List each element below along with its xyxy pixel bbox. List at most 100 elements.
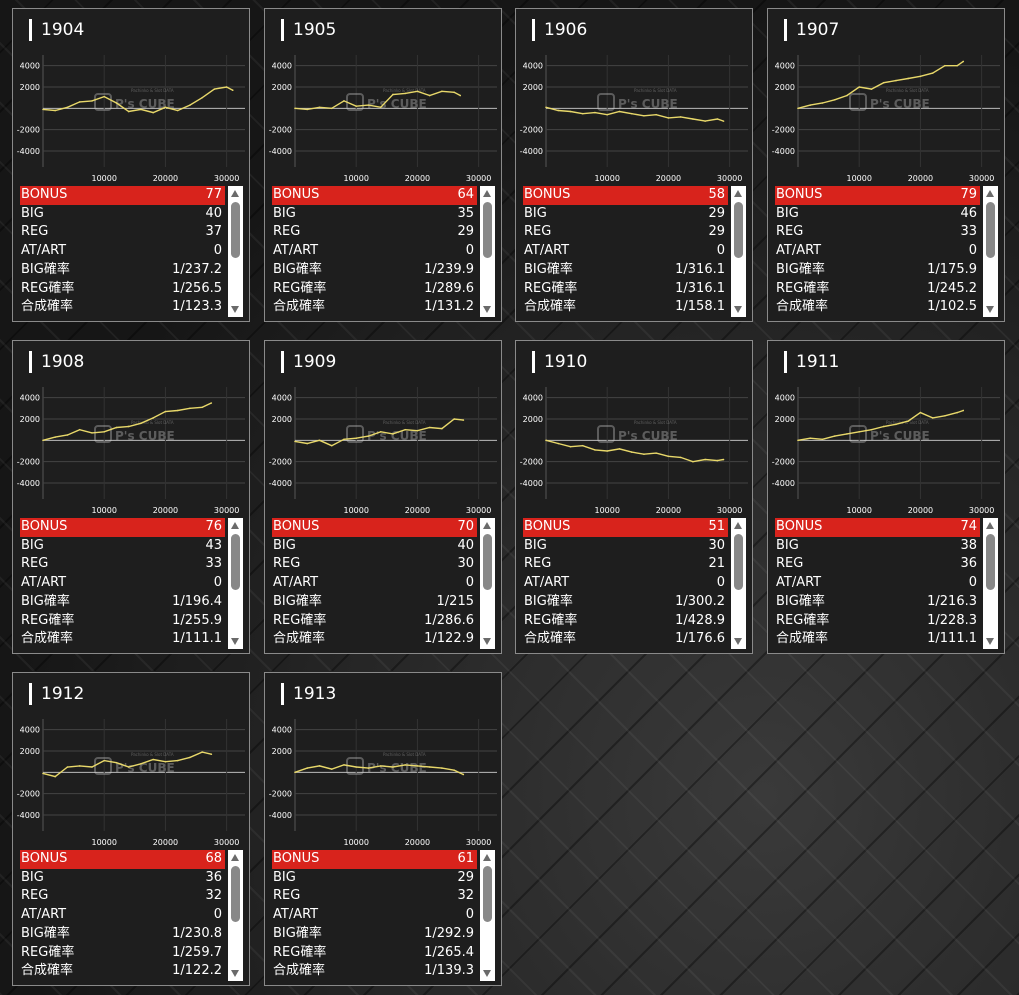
machine-card[interactable]: 1913 4000 2000 -2000 -4000 10000 20000 30000 P's… xyxy=(264,672,502,986)
machine-card[interactable]: 1911 4000 2000 -2000 -4000 10000 20000 30000 P's… xyxy=(767,340,1005,654)
data-point xyxy=(606,450,609,452)
scroll-up-arrow-icon[interactable] xyxy=(231,522,239,529)
stats-row-reg: REG 30 xyxy=(272,555,477,574)
watermark-tagline: Pachinko & Slot DATA xyxy=(131,420,174,425)
scroll-up-arrow-icon[interactable] xyxy=(734,190,742,197)
scroll-up-arrow-icon[interactable] xyxy=(231,854,239,861)
scrollbar[interactable] xyxy=(228,850,243,981)
stat-label: REG確率 xyxy=(21,944,75,960)
scrollbar-thumb[interactable] xyxy=(734,534,743,590)
stat-label: 合成確率 xyxy=(273,299,326,315)
data-point xyxy=(54,436,57,438)
scrollbar[interactable] xyxy=(983,186,998,317)
scroll-up-arrow-icon[interactable] xyxy=(483,190,491,197)
scroll-down-arrow-icon[interactable] xyxy=(483,638,491,645)
stats-row-at-art: AT/ART 0 xyxy=(775,574,980,593)
machine-card[interactable]: 1910 4000 2000 -2000 -4000 10000 20000 30000 P's… xyxy=(515,340,753,654)
x-tick-label: 30000 xyxy=(214,838,239,847)
scroll-up-arrow-icon[interactable] xyxy=(483,854,491,861)
scrollbar[interactable] xyxy=(228,186,243,317)
stat-label: BIG確率 xyxy=(776,593,825,609)
stats-row-combined-rate: 合成確率 1/122.9 xyxy=(272,630,477,649)
scrollbar[interactable] xyxy=(480,186,495,317)
scrollbar-thumb[interactable] xyxy=(986,534,995,590)
machine-number: 1909 xyxy=(281,351,336,373)
scrollbar[interactable] xyxy=(731,518,746,649)
scrollbar[interactable] xyxy=(983,518,998,649)
x-tick-label: 10000 xyxy=(846,506,871,515)
scrollbar-thumb[interactable] xyxy=(986,202,995,258)
stat-label: BONUS xyxy=(21,519,68,534)
scrollbar[interactable] xyxy=(731,186,746,317)
stats-row-big-rate: BIG確率 1/216.3 xyxy=(775,593,980,612)
stats-row-combined-rate: 合成確率 1/102.5 xyxy=(775,298,980,317)
watermark-logo: P's CUBE Pachinko & Slot DATA xyxy=(346,752,427,775)
scrollbar-thumb[interactable] xyxy=(231,202,240,258)
stat-value: 1/102.5 xyxy=(927,299,977,315)
data-point xyxy=(655,113,657,116)
stats-row-big: BIG 36 xyxy=(20,869,225,888)
machine-card[interactable]: 1908 4000 2000 -2000 -4000 10000 20000 30000 P's… xyxy=(12,340,250,654)
stats-row-reg-rate: REG確率 1/289.6 xyxy=(272,280,477,299)
stats-row-big: BIG 30 xyxy=(523,537,728,556)
stat-label: REG xyxy=(21,556,49,572)
scroll-up-arrow-icon[interactable] xyxy=(986,190,994,197)
machine-card[interactable]: 1909 4000 2000 -2000 -4000 10000 20000 30000 P's… xyxy=(264,340,502,654)
data-point xyxy=(201,406,203,409)
machine-card[interactable]: 1906 4000 2000 -2000 -4000 10000 20000 30000 P's… xyxy=(515,8,753,322)
scroll-down-arrow-icon[interactable] xyxy=(483,306,491,313)
scrollbar-thumb[interactable] xyxy=(483,202,492,258)
scroll-down-arrow-icon[interactable] xyxy=(734,638,742,645)
cube-icon xyxy=(597,425,615,443)
scrollbar[interactable] xyxy=(480,518,495,649)
stat-label: BIG xyxy=(776,205,799,221)
stats-row-big: BIG 40 xyxy=(272,537,477,556)
scroll-down-arrow-icon[interactable] xyxy=(483,970,491,977)
scrollbar-thumb[interactable] xyxy=(483,866,492,922)
scroll-up-arrow-icon[interactable] xyxy=(483,522,491,529)
scrollbar-thumb[interactable] xyxy=(734,202,743,258)
scrollbar[interactable] xyxy=(228,518,243,649)
data-point xyxy=(294,107,296,110)
scroll-down-arrow-icon[interactable] xyxy=(231,306,239,313)
scrollbar-thumb[interactable] xyxy=(231,866,240,922)
scroll-up-arrow-icon[interactable] xyxy=(986,522,994,529)
stat-value: 1/122.9 xyxy=(424,631,474,647)
stat-label: BIG確率 xyxy=(776,261,825,277)
y-tick-label: 2000 xyxy=(272,747,292,756)
stat-value: 1/428.9 xyxy=(675,612,725,628)
scrollbar-thumb[interactable] xyxy=(231,534,240,590)
data-point xyxy=(809,104,812,106)
stat-label: 合成確率 xyxy=(21,299,74,315)
scroll-down-arrow-icon[interactable] xyxy=(231,970,239,977)
machine-card[interactable]: 1904 4000 2000 -2000 -4000 10000 20000 30000 P's… xyxy=(12,8,250,322)
scroll-down-arrow-icon[interactable] xyxy=(986,638,994,645)
stat-label: BIG確率 xyxy=(524,593,573,609)
scrollbar[interactable] xyxy=(480,850,495,981)
stat-label: REG xyxy=(524,224,552,240)
scroll-down-arrow-icon[interactable] xyxy=(231,638,239,645)
stats-row-bonus: BONUS 51 xyxy=(523,518,728,537)
scroll-up-arrow-icon[interactable] xyxy=(231,190,239,197)
stat-label: BIG xyxy=(273,869,296,885)
stats-row-at-art: AT/ART 0 xyxy=(272,242,477,261)
data-point xyxy=(870,428,873,431)
stat-value: 1/111.1 xyxy=(172,631,222,647)
scroll-down-arrow-icon[interactable] xyxy=(734,306,742,313)
machine-card[interactable]: 1912 4000 2000 -2000 -4000 10000 20000 30000 P's… xyxy=(12,672,250,986)
y-tick-label: 4000 xyxy=(523,62,543,71)
stat-value: 29 xyxy=(457,224,474,240)
scrollbar-thumb[interactable] xyxy=(483,534,492,590)
data-point xyxy=(704,120,706,122)
data-point xyxy=(692,118,694,120)
scroll-up-arrow-icon[interactable] xyxy=(734,522,742,529)
machine-card[interactable]: 1905 4000 2000 -2000 -4000 10000 20000 30000 P's… xyxy=(264,8,502,322)
stats-row-at-art: AT/ART 0 xyxy=(272,574,477,593)
scroll-down-arrow-icon[interactable] xyxy=(986,306,994,313)
stats-row-combined-rate: 合成確率 1/139.3 xyxy=(272,962,477,981)
machine-card[interactable]: 1907 4000 2000 -2000 -4000 10000 20000 30000 P's… xyxy=(767,8,1005,322)
data-point xyxy=(392,433,394,435)
stat-label: REG xyxy=(776,556,804,572)
data-point xyxy=(210,402,213,404)
slump-graph: 4000 2000 -2000 -4000 10000 20000 30000 P's CUB… xyxy=(520,55,748,183)
